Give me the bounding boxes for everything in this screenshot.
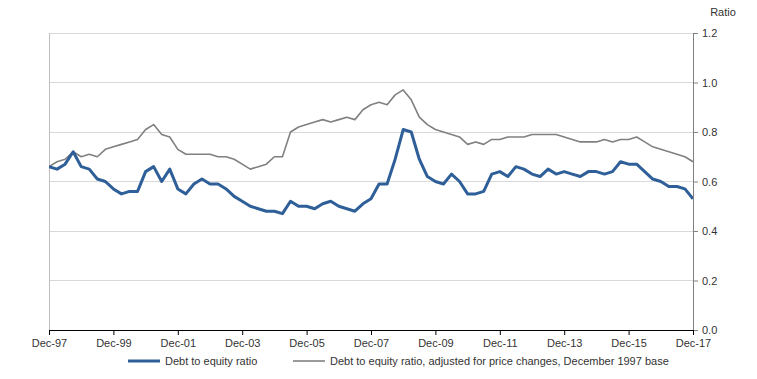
x-tick: Dec-17	[676, 330, 711, 349]
legend-swatch	[128, 360, 160, 363]
x-axis-line	[50, 331, 694, 336]
y-tick: 1.2	[693, 27, 717, 39]
x-tick: Dec-99	[96, 330, 131, 349]
x-tick: Dec-01	[161, 330, 196, 349]
y-tick-label: 0.4	[702, 225, 717, 237]
chart: 0.00.20.40.60.81.01.2Dec-97Dec-99Dec-01D…	[0, 0, 757, 379]
y-tick-mark	[693, 33, 698, 34]
y-tick-mark	[693, 83, 698, 84]
x-tick-mark	[693, 330, 694, 335]
x-tick-label: Dec-15	[611, 337, 646, 349]
x-tick-label: Dec-01	[161, 337, 196, 349]
y-tick: 0.0	[693, 324, 717, 336]
legend-label: Debt to equity ratio, adjusted for price…	[330, 355, 669, 367]
x-tick-mark	[49, 330, 50, 335]
x-tick: Dec-15	[611, 330, 646, 349]
y-tick: 1.0	[693, 77, 717, 89]
y-tick-label: 0.8	[702, 126, 717, 138]
x-tick-mark	[178, 330, 179, 335]
x-tick-label: Dec-17	[676, 337, 711, 349]
x-tick-mark	[629, 330, 630, 335]
grid-line	[49, 280, 693, 281]
y-axis: 0.0 0.2 0.4 0.6 0.8 1.0 1.2	[693, 27, 717, 336]
y-tick-mark	[693, 132, 698, 133]
x-tick: Dec-05	[289, 330, 324, 349]
y-axis-line	[694, 34, 699, 331]
grid-line	[49, 132, 693, 133]
x-tick-label: Dec-05	[289, 337, 324, 349]
x-axis: Dec-97 Dec-99 Dec-01 Dec-03 Dec-05 Dec-07 Dec-…	[32, 330, 711, 349]
x-tick-mark	[371, 330, 372, 335]
x-tick: Dec-03	[225, 330, 260, 349]
lines	[49, 90, 693, 214]
x-tick-mark	[500, 330, 501, 335]
plot: 0.00.20.40.60.81.01.2Dec-97Dec-99Dec-01D…	[32, 27, 718, 349]
x-tick: Dec-07	[354, 330, 389, 349]
x-tick-mark	[564, 330, 565, 335]
y-tick-label: 1.0	[702, 77, 717, 89]
y-tick-label: 0.0	[702, 324, 717, 336]
legend-label: Debt to equity ratio	[165, 355, 257, 367]
x-tick-mark	[307, 330, 308, 335]
y-axis-title: Ratio	[710, 6, 736, 18]
y-tick: 0.6	[693, 176, 717, 188]
x-tick-label: Dec-99	[96, 337, 131, 349]
y-tick: 0.4	[693, 225, 717, 237]
x-tick-label: Dec-11	[483, 337, 518, 349]
legend: Debt to equity ratio Debt to equity ratio…	[128, 355, 669, 367]
grid-line	[49, 231, 693, 232]
series-line	[49, 90, 693, 169]
grid-line	[49, 33, 693, 34]
x-tick-mark	[435, 330, 436, 335]
series-line	[49, 130, 693, 214]
grid-line	[49, 181, 693, 182]
x-tick: Dec-11	[483, 330, 518, 349]
x-tick-label: Dec-97	[32, 337, 67, 349]
y-tick-label: 0.2	[702, 275, 717, 287]
y-tick-label: 1.2	[702, 27, 717, 39]
x-tick-mark	[113, 330, 114, 335]
x-tick-label: Dec-13	[547, 337, 582, 349]
y-tick: 0.8	[693, 126, 717, 138]
x-tick-label: Dec-03	[225, 337, 260, 349]
x-tick: Dec-97	[32, 330, 67, 349]
y-tick-mark	[693, 182, 698, 183]
y-tick-mark	[693, 281, 698, 282]
grid	[49, 33, 693, 330]
x-tick: Dec-09	[418, 330, 453, 349]
x-tick-mark	[242, 330, 243, 335]
x-tick-label: Dec-07	[354, 337, 389, 349]
y-tick: 0.2	[693, 275, 717, 287]
legend-swatch	[293, 360, 325, 362]
frame-line	[49, 33, 50, 330]
y-tick-mark	[693, 231, 698, 232]
x-tick-label: Dec-09	[418, 337, 453, 349]
x-tick: Dec-13	[547, 330, 582, 349]
y-tick-label: 0.6	[702, 176, 717, 188]
grid-line	[49, 82, 693, 83]
